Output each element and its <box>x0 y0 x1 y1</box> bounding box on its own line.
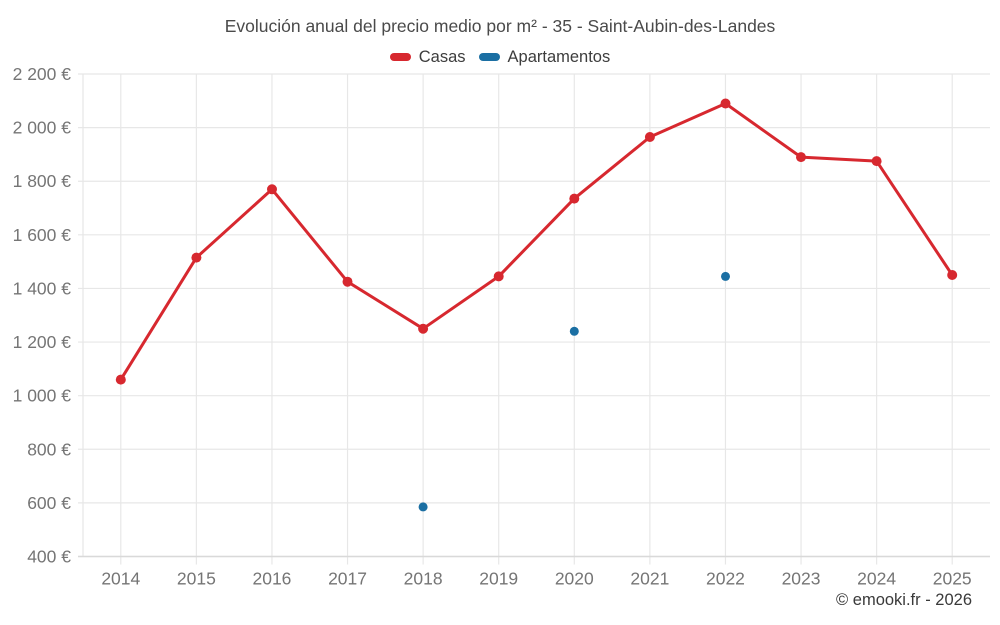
casas-data-point[interactable] <box>644 132 655 142</box>
apartamentos-data-point[interactable] <box>418 502 428 512</box>
x-axis-tick-label: 2020 <box>555 569 594 589</box>
x-axis-tick-label: 2015 <box>177 569 216 589</box>
apartamentos-data-point[interactable] <box>721 271 730 281</box>
apartamentos-data-point[interactable] <box>569 326 579 336</box>
casas-data-point[interactable] <box>796 152 806 163</box>
y-axis-tick-label: 1 800 € <box>13 171 72 191</box>
x-axis-tick-label: 2022 <box>706 569 745 589</box>
y-axis-tick-label: 2 200 € <box>13 64 72 84</box>
casas-data-point[interactable] <box>267 184 277 195</box>
y-axis-tick-label: 1 200 € <box>13 332 72 352</box>
y-axis-tick-label: 600 € <box>27 493 71 513</box>
y-axis-tick-label: 1 600 € <box>13 225 72 245</box>
casas-data-point[interactable] <box>342 276 353 287</box>
casas-data-point[interactable] <box>115 374 126 385</box>
apartamentos-legend-swatch-icon <box>478 53 500 61</box>
x-axis-tick-label: 2017 <box>328 569 367 589</box>
x-axis-tick-label: 2016 <box>252 569 291 589</box>
y-axis-tick-label: 1 400 € <box>13 278 72 298</box>
casas-data-point[interactable] <box>569 193 580 204</box>
copyright-text: © emooki.fr - 2026 <box>836 591 972 609</box>
legend-item-casas[interactable]: Casas <box>389 47 466 67</box>
casas-data-point[interactable] <box>871 156 882 167</box>
x-axis-tick-label: 2024 <box>857 569 896 589</box>
legend-item-apartamentos[interactable]: Apartamentos <box>478 47 611 67</box>
casas-data-point[interactable] <box>720 98 731 109</box>
casas-data-point[interactable] <box>493 271 504 282</box>
chart-title: Evolución anual del precio medio por m² … <box>224 16 776 36</box>
chart-legend: Casas Apartamentos <box>0 46 1000 68</box>
casas-series-line <box>119 102 954 382</box>
legend-label-casas: Casas <box>418 47 466 66</box>
x-axis-tick-label: 2021 <box>630 569 669 589</box>
legend-label-apartamentos: Apartamentos <box>507 47 611 66</box>
casas-data-point[interactable] <box>418 323 429 334</box>
casas-data-point[interactable] <box>191 252 202 263</box>
x-axis-tick-label: 2023 <box>782 569 821 589</box>
y-axis-tick-label: 400 € <box>27 547 71 567</box>
x-axis-tick-label: 2018 <box>404 569 443 589</box>
y-axis-tick-label: 2 000 € <box>13 118 72 138</box>
casas-legend-swatch-icon <box>389 53 411 61</box>
x-axis-tick-label: 2019 <box>479 569 518 589</box>
x-axis-tick-label: 2025 <box>933 569 972 589</box>
casas-data-point[interactable] <box>947 270 958 280</box>
x-axis-tick-label: 2014 <box>101 569 140 589</box>
y-axis-tick-label: 800 € <box>27 439 71 459</box>
y-axis-tick-label: 1 000 € <box>13 386 72 406</box>
